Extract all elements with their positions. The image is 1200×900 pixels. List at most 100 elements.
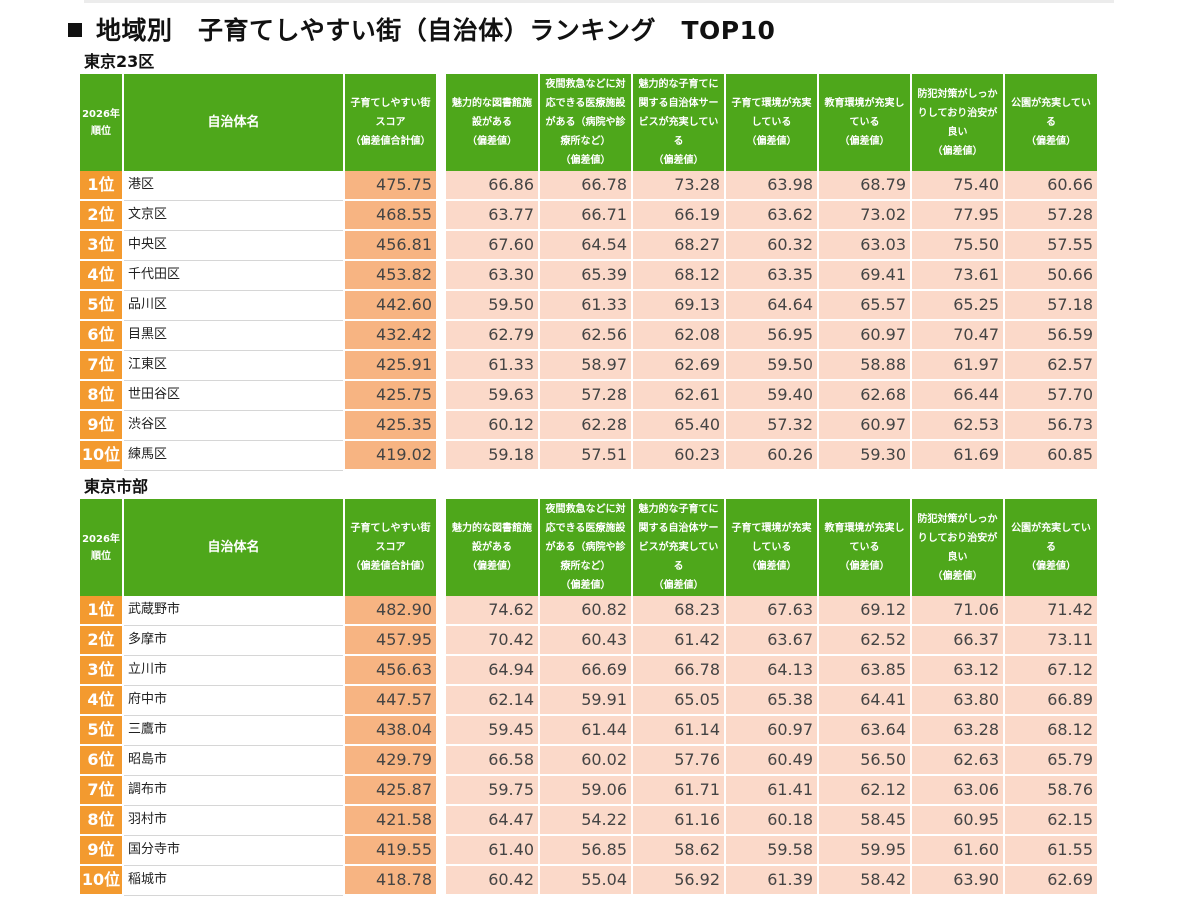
metric-value-2: 62.28 xyxy=(539,410,633,441)
metric-value-3: 65.05 xyxy=(632,685,726,716)
metric-value-1: 64.94 xyxy=(446,655,540,686)
column-gap xyxy=(437,745,446,775)
rank-badge: 7位 xyxy=(80,775,124,806)
metric-value-4: 63.98 xyxy=(725,171,819,201)
metric-value-3: 66.78 xyxy=(632,655,726,686)
municipality-name: 稲城市 xyxy=(123,865,345,896)
metric-value-2: 60.43 xyxy=(539,625,633,656)
metric-value-6: 60.95 xyxy=(911,805,1005,836)
rank-badge: 1位 xyxy=(80,171,124,201)
name-header: 自治体名 xyxy=(123,499,345,596)
metric-value-3: 56.92 xyxy=(632,865,726,896)
metric-value-1: 59.63 xyxy=(446,380,540,411)
metric-value-6: 62.63 xyxy=(911,745,1005,776)
metric-value-6: 63.80 xyxy=(911,685,1005,716)
page-title-text: 地域別 子育てしやすい街（自治体）ランキング TOP10 xyxy=(96,16,776,45)
metric-header-4: 子育て環境が充実 している （偏差値） xyxy=(725,74,819,171)
rank-badge: 3位 xyxy=(80,230,124,261)
metric-value-5: 69.12 xyxy=(818,596,912,626)
total-score: 442.60 xyxy=(344,290,438,321)
metric-header-7: 公園が充実している（偏差値） xyxy=(1004,74,1099,171)
metric-value-4: 64.64 xyxy=(725,290,819,321)
metric-value-5: 63.64 xyxy=(818,715,912,746)
metric-value-7: 67.12 xyxy=(1004,655,1099,686)
municipality-name: 武蔵野市 xyxy=(123,596,345,626)
rank-badge: 10位 xyxy=(80,440,124,471)
metric-value-7: 56.59 xyxy=(1004,320,1099,351)
metric-value-4: 60.18 xyxy=(725,805,819,836)
metric-value-4: 60.32 xyxy=(725,230,819,261)
municipality-name: 昭島市 xyxy=(123,745,345,776)
metric-value-6: 75.40 xyxy=(911,171,1005,201)
metric-value-3: 68.27 xyxy=(632,230,726,261)
metric-value-6: 61.69 xyxy=(911,440,1005,471)
table-row: 9位 渋谷区 425.35 60.12 62.28 65.40 57.32 60.97 62.5… xyxy=(80,410,1099,441)
score-header: 子育てしやすい街 スコア （偏差値合計値） xyxy=(344,74,438,171)
table-row: 9位 国分寺市 419.55 61.40 56.85 58.62 59.58 59.95 61.… xyxy=(80,835,1099,866)
metric-value-5: 65.57 xyxy=(818,290,912,321)
municipality-name: 港区 xyxy=(123,171,345,201)
table-row: 10位 稲城市 418.78 60.42 55.04 56.92 61.39 58.42 63.… xyxy=(80,865,1099,896)
square-bullet-icon xyxy=(68,23,82,37)
rank-badge: 9位 xyxy=(80,835,124,866)
metric-value-5: 73.02 xyxy=(818,200,912,231)
column-gap xyxy=(437,596,446,625)
rank-badge: 4位 xyxy=(80,685,124,716)
metric-value-4: 61.41 xyxy=(725,775,819,806)
metric-value-4: 59.40 xyxy=(725,380,819,411)
total-score: 447.57 xyxy=(344,685,438,716)
metric-value-4: 59.50 xyxy=(725,350,819,381)
metric-value-7: 65.79 xyxy=(1004,745,1099,776)
municipality-name: 羽村市 xyxy=(123,805,345,836)
metric-value-1: 60.12 xyxy=(446,410,540,441)
metric-value-3: 73.28 xyxy=(632,171,726,201)
total-score: 418.78 xyxy=(344,865,438,896)
metric-value-5: 63.03 xyxy=(818,230,912,261)
rank-badge: 8位 xyxy=(80,380,124,411)
table-row: 1位 港区 475.75 66.86 66.78 73.28 63.98 68.79 75.40… xyxy=(80,171,1099,201)
metric-value-2: 59.06 xyxy=(539,775,633,806)
metric-header-7: 公園が充実している（偏差値） xyxy=(1004,499,1099,596)
table-row: 4位 府中市 447.57 62.14 59.91 65.05 65.38 64.41 63.8… xyxy=(80,685,1099,716)
metric-value-3: 62.69 xyxy=(632,350,726,381)
metric-value-5: 62.52 xyxy=(818,625,912,656)
metric-value-6: 66.37 xyxy=(911,625,1005,656)
metric-value-5: 56.50 xyxy=(818,745,912,776)
metric-value-4: 63.67 xyxy=(725,625,819,656)
metric-value-7: 66.89 xyxy=(1004,685,1099,716)
metric-value-3: 69.13 xyxy=(632,290,726,321)
municipality-name: 中央区 xyxy=(123,230,345,261)
total-score: 421.58 xyxy=(344,805,438,836)
rank-badge: 2位 xyxy=(80,200,124,231)
top-divider xyxy=(84,0,1114,3)
metric-value-5: 60.97 xyxy=(818,320,912,351)
column-gap xyxy=(437,440,446,470)
metric-value-5: 62.12 xyxy=(818,775,912,806)
metric-value-4: 57.32 xyxy=(725,410,819,441)
metric-value-7: 62.69 xyxy=(1004,865,1099,896)
metric-value-2: 61.44 xyxy=(539,715,633,746)
metric-value-5: 69.41 xyxy=(818,260,912,291)
metric-value-7: 60.85 xyxy=(1004,440,1099,471)
table-row: 7位 調布市 425.87 59.75 59.06 61.71 61.41 62.12 63.0… xyxy=(80,775,1099,806)
metric-value-1: 61.40 xyxy=(446,835,540,866)
metric-value-6: 66.44 xyxy=(911,380,1005,411)
metric-value-3: 61.71 xyxy=(632,775,726,806)
table-row: 1位 武蔵野市 482.90 74.62 60.82 68.23 67.63 69.12 71.… xyxy=(80,596,1099,626)
metric-value-6: 63.28 xyxy=(911,715,1005,746)
column-gap xyxy=(437,320,446,350)
municipality-name: 調布市 xyxy=(123,775,345,806)
metric-value-1: 61.33 xyxy=(446,350,540,381)
rank-badge: 4位 xyxy=(80,260,124,291)
metric-value-2: 64.54 xyxy=(539,230,633,261)
column-gap xyxy=(437,775,446,805)
metric-value-2: 66.71 xyxy=(539,200,633,231)
metric-header-2: 夜間救急などに対 応できる医療施設 がある（病院や診 療所など） （偏差値） xyxy=(539,499,633,596)
total-score: 419.55 xyxy=(344,835,438,866)
metric-value-2: 62.56 xyxy=(539,320,633,351)
metric-value-7: 62.57 xyxy=(1004,350,1099,381)
metric-value-3: 68.12 xyxy=(632,260,726,291)
column-gap xyxy=(437,380,446,410)
metric-value-5: 62.68 xyxy=(818,380,912,411)
total-score: 482.90 xyxy=(344,596,438,626)
